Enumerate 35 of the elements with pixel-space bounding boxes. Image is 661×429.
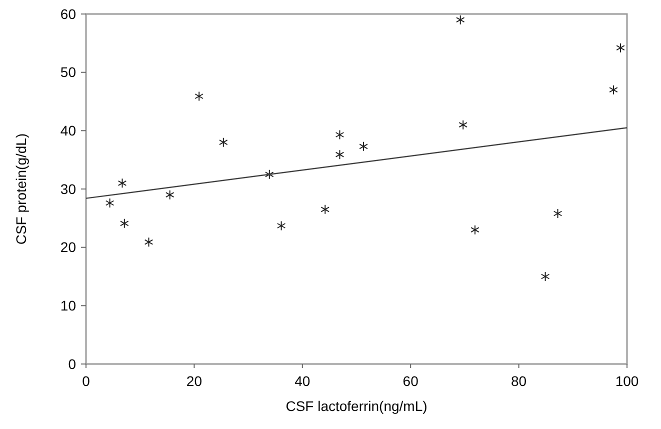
point — [320, 204, 330, 214]
x-tick-label: 20 — [186, 373, 202, 389]
y-tick-label: 60 — [60, 6, 76, 22]
y-tick-label: 10 — [60, 298, 76, 314]
point — [335, 130, 344, 140]
y-tick-label: 30 — [60, 180, 76, 197]
x-tick-label: 0 — [82, 373, 90, 389]
point — [458, 120, 468, 130]
y-tick-label: 50 — [60, 64, 76, 80]
point — [609, 84, 618, 95]
point — [359, 141, 368, 152]
point — [194, 91, 204, 102]
point — [264, 169, 274, 180]
point — [335, 150, 344, 160]
point — [144, 237, 154, 248]
y-axis-title: CSF protein(g/dL) — [13, 133, 29, 245]
point — [276, 220, 286, 231]
x-tick-label: 60 — [402, 373, 419, 389]
point — [165, 190, 174, 200]
point — [120, 218, 129, 228]
point — [553, 208, 562, 218]
x-tick-label: 80 — [511, 373, 527, 389]
point — [540, 272, 550, 282]
point — [616, 42, 625, 53]
point — [105, 198, 114, 208]
y-tick-label: 0 — [68, 356, 76, 372]
x-tick-label: 100 — [615, 373, 639, 389]
point — [470, 224, 480, 235]
point — [219, 137, 228, 148]
point — [456, 14, 465, 25]
x-axis-title: CSF lactoferrin(ng/mL) — [286, 398, 428, 414]
y-tick-label: 40 — [60, 122, 76, 139]
y-tick-label: 20 — [60, 239, 76, 256]
point — [118, 178, 127, 188]
x-tick-label: 40 — [294, 373, 310, 389]
